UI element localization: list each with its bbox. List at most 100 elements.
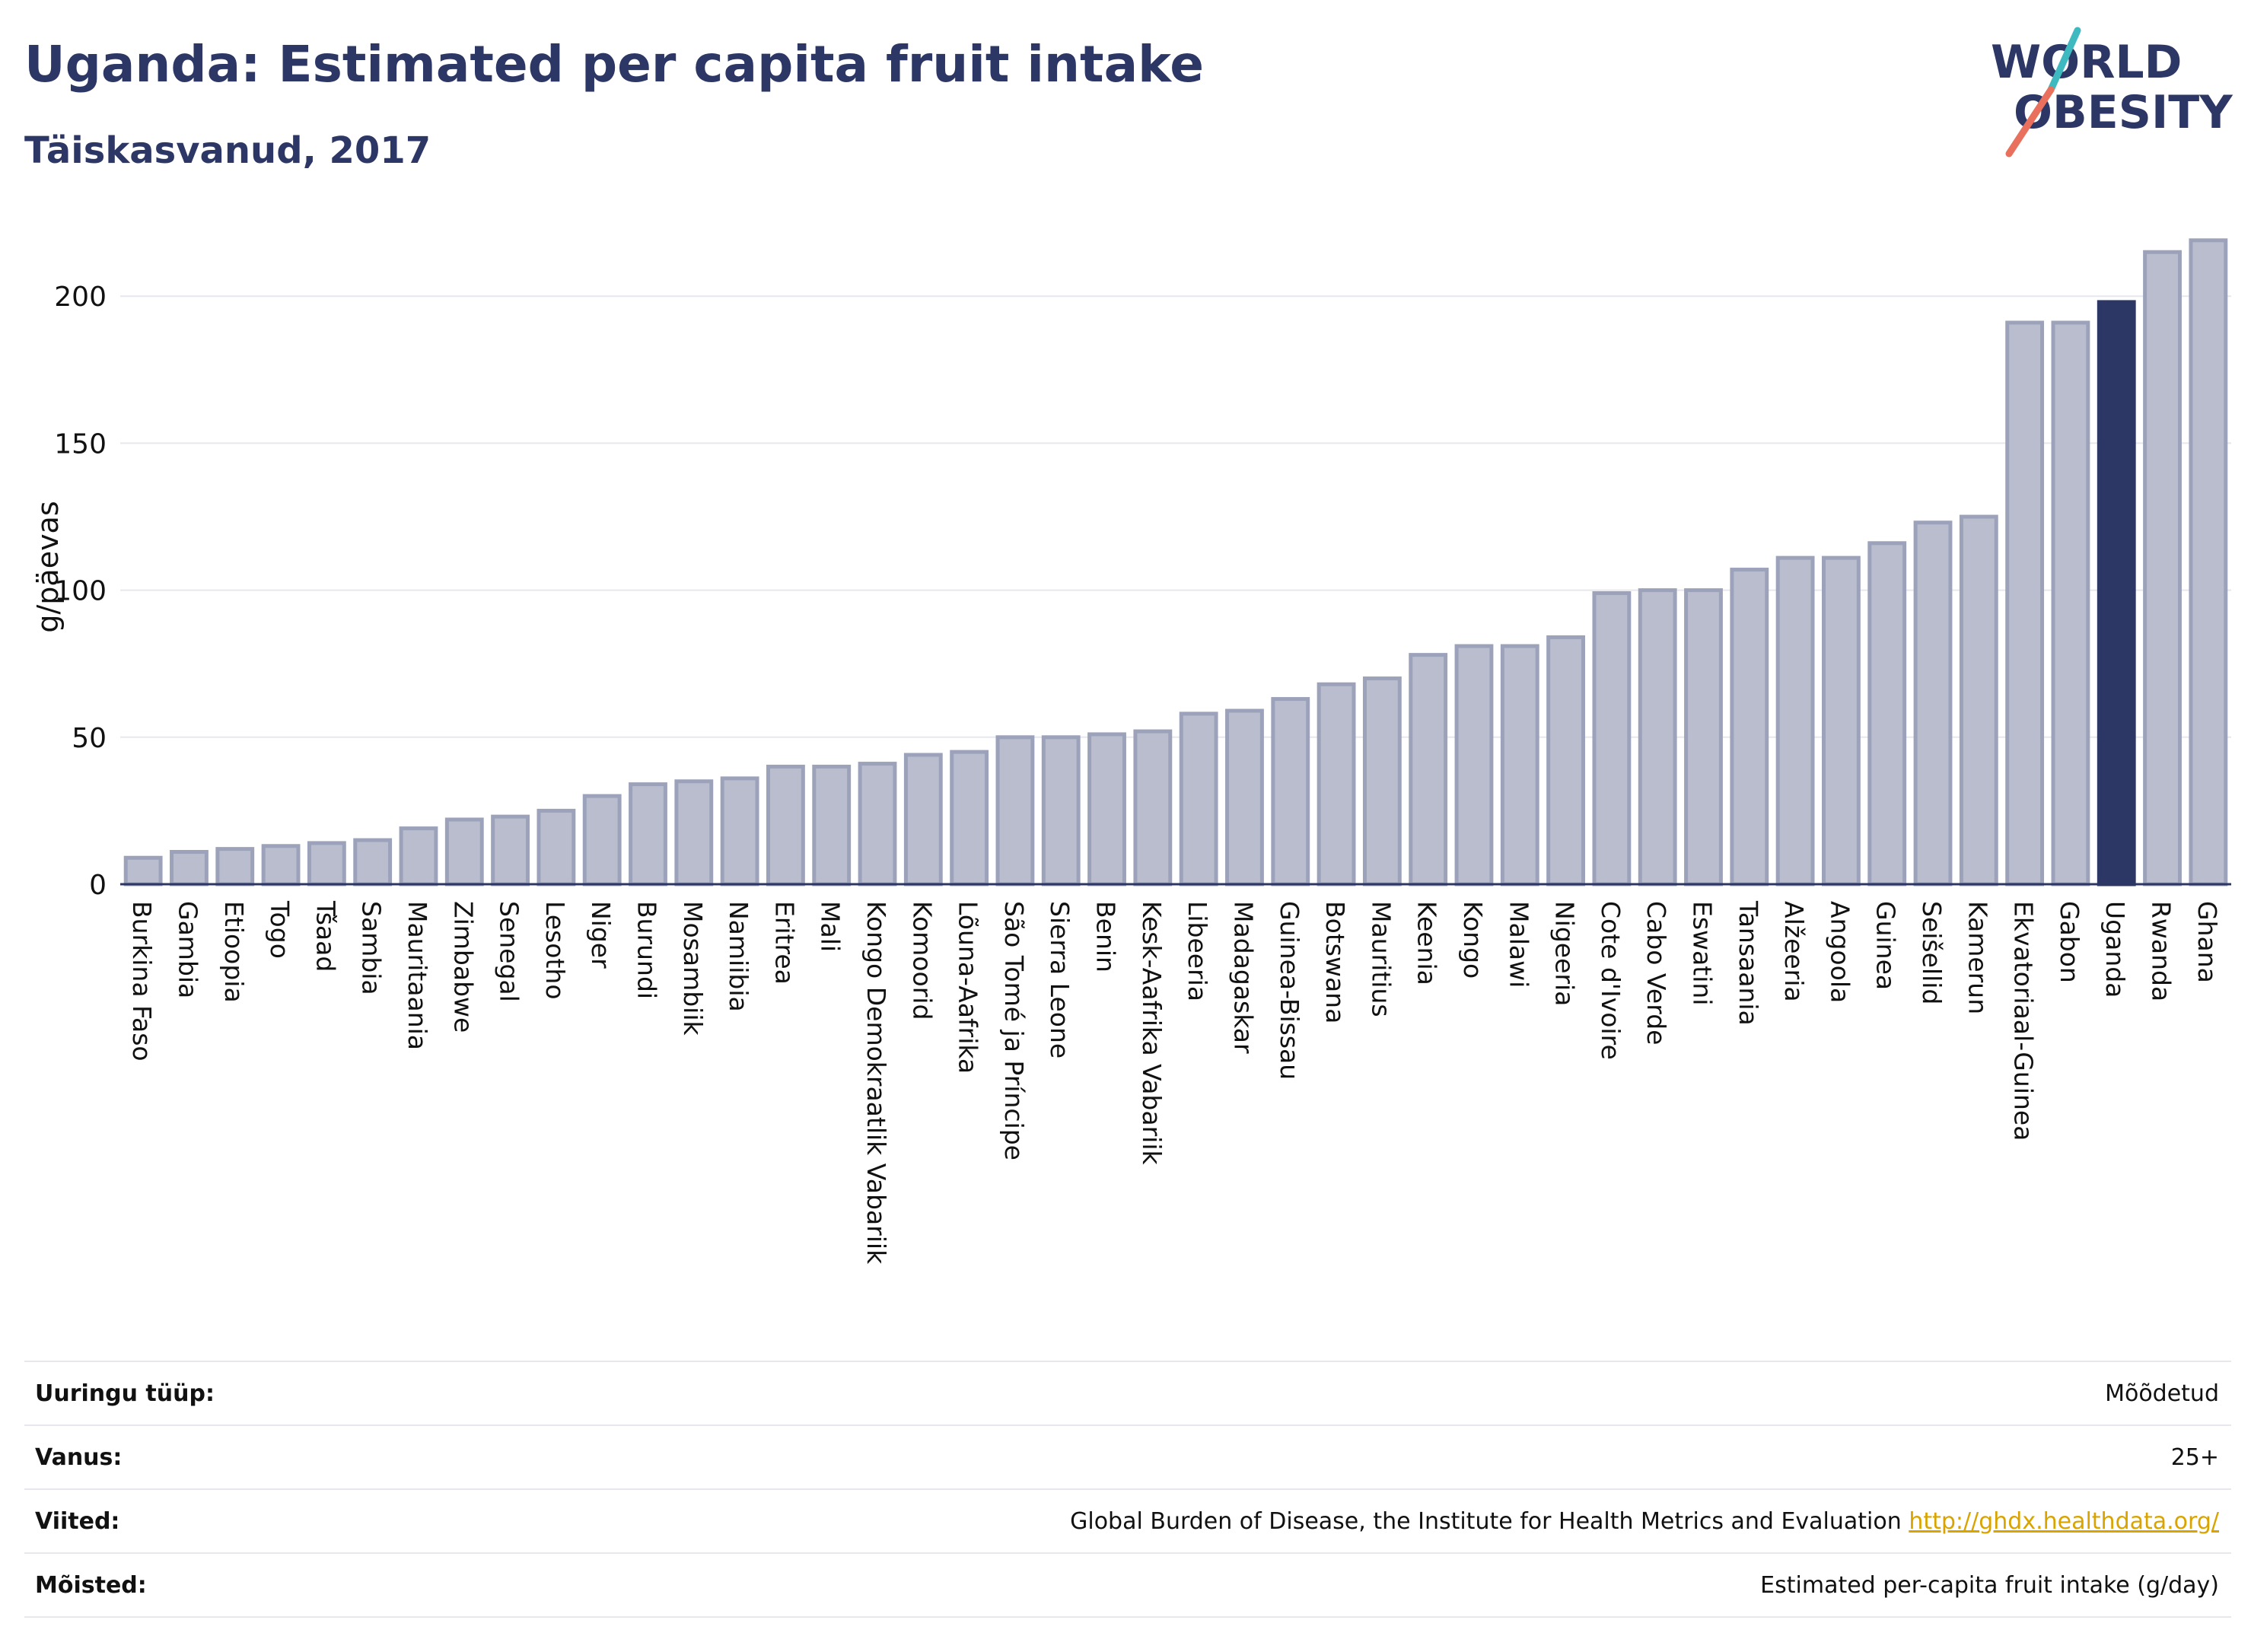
x-tick-label: Guinea-Bissau xyxy=(1275,901,1304,1080)
bar-chart: 0 50 100 150 200 Burkina Faso Gambia Etioopia T… xyxy=(31,238,2231,1265)
bar xyxy=(353,838,393,886)
x-tick-label: Mosambiik xyxy=(678,901,708,1036)
info-row-references: Viited: Global Burden of Disease, the In… xyxy=(24,1488,2231,1552)
bar xyxy=(1500,644,1539,886)
bar xyxy=(1913,520,1953,886)
x-tick-label: Lõuna-Aafrika xyxy=(954,901,983,1074)
bar-highlighted xyxy=(2097,300,2136,886)
bar xyxy=(1362,676,1402,886)
y-tick-label: 150 xyxy=(54,428,107,460)
info-value: Estimated per-capita fruit intake (g/day… xyxy=(1760,1571,2219,1599)
x-tick-label: Etioopia xyxy=(219,901,249,1003)
x-tick-label: Tšaad xyxy=(310,900,340,972)
x-tick-label: Gambia xyxy=(173,901,202,998)
x-tick-label: Lesotho xyxy=(540,901,570,1000)
info-row-survey-type: Uuringu tüüp: Mõõdetud xyxy=(24,1361,2231,1424)
x-tick-label: Burkina Faso xyxy=(127,901,157,1062)
y-tick-label: 200 xyxy=(54,282,107,313)
x-tick-label: Kesk-Aafrika Vabariik xyxy=(1137,901,1167,1165)
x-tick-label: Malawi xyxy=(1504,901,1533,988)
bar xyxy=(491,814,530,886)
info-table: Uuringu tüüp: Mõõdetud Vanus: 25+ Viited… xyxy=(24,1361,2231,1618)
x-tick-label: Mauritaania xyxy=(403,901,432,1050)
logo-slash-teal xyxy=(2047,27,2081,94)
y-tick-labels: 0 50 100 150 200 xyxy=(54,282,107,901)
x-tick-label: Madagaskar xyxy=(1228,901,1258,1054)
info-row-definitions: Mõisted: Estimated per-capita fruit inta… xyxy=(24,1552,2231,1618)
x-tick-label: Guinea xyxy=(1871,901,1901,990)
bar xyxy=(1454,644,1494,886)
x-tick-label: Eswatini xyxy=(1688,901,1718,1005)
bar xyxy=(582,794,622,886)
bar xyxy=(1409,653,1448,886)
bar xyxy=(1179,711,1218,886)
bar xyxy=(1959,514,1998,886)
x-tick-label: Libeeria xyxy=(1183,901,1212,1001)
x-tick-label: Alžeeria xyxy=(1779,901,1809,1002)
bar xyxy=(444,817,484,886)
y-axis-label: g/päevas xyxy=(31,501,65,632)
bar xyxy=(536,808,576,886)
x-tick-label: Cote d'Ivoire xyxy=(1596,901,1625,1060)
x-tick-label: Uganda xyxy=(2100,901,2130,998)
bar xyxy=(950,750,989,886)
bar xyxy=(2143,250,2182,886)
y-tick-label: 0 xyxy=(89,870,107,901)
info-label: Uuringu tüüp: xyxy=(35,1380,215,1407)
x-tick-label: Kongo xyxy=(1458,901,1488,979)
x-tick-label: Ekvatoriaal-Guinea xyxy=(2009,901,2039,1141)
x-tick-label: Komoorid xyxy=(907,901,937,1020)
info-label: Vanus: xyxy=(35,1444,123,1471)
x-tick-label: Angoola xyxy=(1825,901,1855,1003)
bar xyxy=(2051,320,2090,886)
x-tick-label: Gabon xyxy=(2055,901,2084,983)
x-tick-label: Ghana xyxy=(2192,901,2222,983)
bar xyxy=(261,844,301,886)
x-tick-label: Cabo Verde xyxy=(1641,901,1671,1045)
bar xyxy=(1684,588,1723,886)
x-tick-label: Kongo Demokraatlik Vabariik xyxy=(861,901,891,1265)
x-tick-label: Mauritius xyxy=(1366,901,1396,1017)
bar xyxy=(812,764,852,886)
chart-subtitle: Täiskasvanud, 2017 xyxy=(24,129,431,172)
bar xyxy=(399,826,438,886)
bar xyxy=(858,762,897,886)
x-tick-label: Burundi xyxy=(632,901,662,999)
info-value: Mõõdetud xyxy=(2105,1380,2219,1407)
info-value: 25+ xyxy=(2170,1444,2219,1471)
bar xyxy=(1133,729,1173,886)
world-obesity-logo: WORLD OBESITY xyxy=(1991,27,2233,158)
x-tick-label: Nigeeria xyxy=(1550,901,1580,1006)
bar xyxy=(2005,320,2045,886)
reference-link[interactable]: http://ghdx.healthdata.org/ xyxy=(1909,1507,2219,1535)
x-tick-label: Botswana xyxy=(1320,901,1350,1023)
x-tick-label: Sambia xyxy=(357,901,387,995)
bar xyxy=(170,849,209,886)
bar xyxy=(307,841,346,886)
bar xyxy=(995,735,1035,886)
x-tick-label: Senegal xyxy=(495,901,524,1002)
reference-text: Global Burden of Disease, the Institute … xyxy=(1070,1507,1902,1535)
bar xyxy=(215,847,255,886)
bar xyxy=(1867,541,1907,886)
logo-slash-coral xyxy=(2005,86,2055,158)
bar xyxy=(1592,590,1632,886)
x-tick-label: Rwanda xyxy=(2147,901,2176,1001)
x-tick-label: Namiibia xyxy=(724,901,753,1012)
y-tick-label: 50 xyxy=(72,723,107,754)
bar xyxy=(766,764,805,886)
x-tick-label: Eritrea xyxy=(769,901,799,985)
y-tick-label: 100 xyxy=(54,576,107,607)
bar xyxy=(1730,568,1769,886)
bar xyxy=(674,779,714,886)
x-tick-label: São Tomé ja Príncipe xyxy=(999,901,1029,1160)
x-tick-label: Zimbabwe xyxy=(448,901,478,1033)
x-tick-labels: Burkina Faso Gambia Etioopia Togo Tšaad Sambi… xyxy=(127,900,2222,1265)
info-value-references: Global Burden of Disease, the Institute … xyxy=(1070,1508,2231,1535)
info-label: Viited: xyxy=(35,1507,120,1535)
bar xyxy=(1638,588,1677,886)
x-tick-label: Keenia xyxy=(1412,901,1442,985)
bar xyxy=(720,776,759,886)
bars xyxy=(120,238,2231,886)
logo-line1: WORLD xyxy=(1991,36,2182,89)
